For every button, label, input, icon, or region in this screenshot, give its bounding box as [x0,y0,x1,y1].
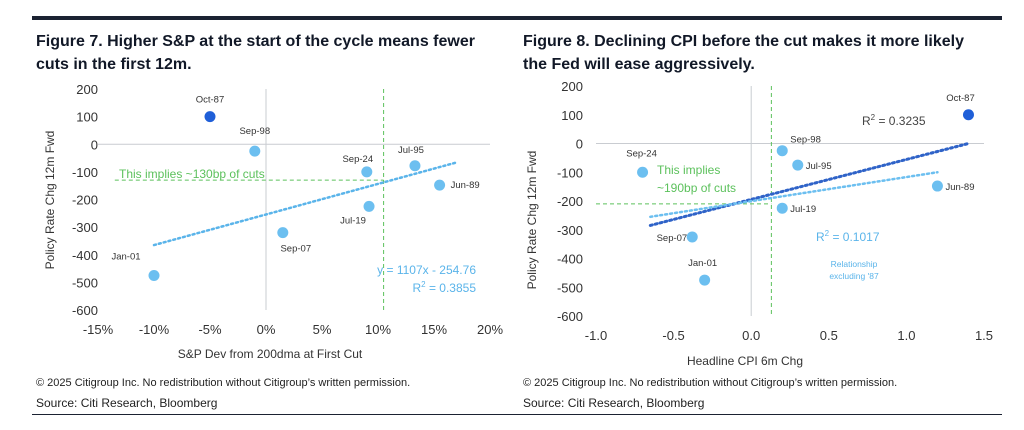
x-tick-label: 5% [313,322,332,337]
r-squared-label: R2 = 0.3855 [412,280,476,295]
point-label-sep-24: Sep-24 [342,154,373,165]
data-point-sep-24 [361,166,373,178]
relationship-note-line1: Relationship [831,259,878,269]
y-tick-label: -100 [557,165,583,180]
point-label-sep-98: Sep-98 [790,135,821,146]
x-tick-label: -1.0 [585,328,607,343]
figure8-title-line1: Figure 8. Declining CPI before the cut m… [523,33,965,50]
figure7-title-line2: cuts in the first 12m. [36,56,192,73]
x-tick-label: 0.0 [742,328,760,343]
x-tick-label: 15% [421,322,447,337]
x-tick-label: 10% [365,322,391,337]
y-tick-label: -100 [72,165,98,180]
point-label-jul-19: Jul-19 [340,215,366,226]
data-point-sep-07 [277,227,289,239]
x-axis-label: S&P Dev from 200dma at First Cut [178,347,363,361]
x-tick-label: 1.0 [897,328,915,343]
y-tick-label: 100 [76,110,98,125]
y-tick-label: -200 [72,193,98,208]
implies-annotation-line1: This implies [657,163,720,177]
figure8-title: Figure 8. Declining CPI before the cut m… [523,30,964,76]
figure7-source: Source: Citi Research, Bloomberg [36,396,218,410]
point-label-oct-87: Oct-87 [196,95,225,106]
r-squared-excl-label: R2 = 0.1017 [816,229,880,244]
x-tick-label: -15% [83,322,114,337]
y-tick-label: -300 [557,223,583,238]
point-label-sep-07: Sep-07 [280,244,311,255]
point-label-sep-24: Sep-24 [626,148,657,159]
point-label-sep-07: Sep-07 [657,233,688,244]
y-tick-label: -400 [557,252,583,267]
point-label-sep-98: Sep-98 [239,126,270,137]
figure7-title-line1: Figure 7. Higher S&P at the start of the… [36,33,475,50]
data-point-jul-19 [776,202,788,214]
data-point-jun-89 [931,180,943,192]
point-label-oct-87: Oct-87 [946,93,975,104]
data-point-oct-87 [962,109,974,121]
figure7-copyright: © 2025 Citigroup Inc. No redistribution … [36,377,411,389]
top-rule [32,16,1002,20]
y-tick-label: -300 [72,220,98,235]
x-tick-label: -5% [198,322,222,337]
point-label-jan-01: Jan-01 [111,251,140,262]
y-tick-label: -500 [72,275,98,290]
data-point-jan-01 [699,274,711,286]
x-tick-label: -10% [139,322,170,337]
data-point-jun-89 [434,179,446,191]
point-label-jun-89: Jun-89 [945,182,974,193]
figure8-source: Source: Citi Research, Bloomberg [523,396,705,410]
trendline-1 [152,161,458,247]
data-point-oct-87 [204,111,216,123]
data-point-jul-95 [409,160,421,172]
data-point-jul-19 [363,200,375,212]
y-tick-label: -200 [557,194,583,209]
y-axis-label: Policy Rate Chg 12m Fwd [43,131,57,270]
relationship-note-line2: excluding '87 [829,271,879,281]
data-point-sep-98 [776,145,788,157]
point-label-jul-95: Jul-95 [398,145,424,156]
y-tick-label: 100 [561,108,583,123]
regression-equation: y = 1107x - 254.76 [377,263,476,277]
figure8-copyright: © 2025 Citigroup Inc. No redistribution … [523,377,898,389]
y-tick-label: -600 [557,309,583,324]
x-axis-label: Headline CPI 6m Chg [687,354,803,368]
y-tick-label: 0 [576,137,583,152]
trendline-2 [649,171,939,219]
y-tick-label: 200 [76,82,98,97]
implies-annotation-line2: ~190bp of cuts [657,181,736,195]
x-tick-label: 0% [257,322,276,337]
point-label-jul-95: Jul-95 [806,161,832,172]
figure7-chart: 200 100 0 -100 -200 -300 -400 -500 -600 -15% -10% -… [43,82,503,361]
point-label-jan-01: Jan-01 [688,258,717,269]
point-label-jul-19: Jul-19 [790,204,816,215]
y-tick-label: -500 [557,280,583,295]
y-tick-label: 200 [561,79,583,94]
y-tick-label: -600 [72,303,98,318]
y-tick-label: 0 [91,137,98,152]
x-tick-label: 20% [477,322,503,337]
data-point-jul-95 [792,159,804,171]
data-point-sep-07 [686,231,698,243]
x-tick-label: -0.5 [662,328,684,343]
data-point-jan-01 [148,269,160,281]
y-axis-label: Policy Rate Chg 12m Fwd [525,151,539,290]
r-squared-all-label: R2 = 0.3235 [862,113,926,128]
y-tick-label: -400 [72,248,98,263]
figure8-title-line2: the Fed will ease aggressively. [523,56,755,73]
point-label-jun-89: Jun-89 [451,180,480,191]
data-point-sep-24 [637,166,649,178]
x-tick-label: 0.5 [820,328,838,343]
figure8-chart: 200 100 0 -100 -200 -300 -400 -500 -600-1.0 -0.5 0… [525,79,993,368]
data-point-sep-98 [249,145,261,157]
figure7-title: Figure 7. Higher S&P at the start of the… [36,30,475,76]
bottom-rule [32,414,1002,415]
implies-annotation: This implies ~130bp of cuts [119,167,265,181]
trendline-1 [648,142,970,227]
x-tick-label: 1.5 [975,328,993,343]
